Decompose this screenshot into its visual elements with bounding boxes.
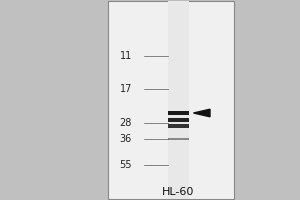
Text: HL-60: HL-60 — [162, 187, 195, 197]
FancyBboxPatch shape — [168, 138, 189, 140]
FancyBboxPatch shape — [168, 118, 189, 122]
Text: 28: 28 — [120, 118, 132, 128]
Text: 17: 17 — [120, 84, 132, 94]
FancyBboxPatch shape — [168, 124, 189, 128]
Text: 11: 11 — [120, 51, 132, 61]
FancyBboxPatch shape — [168, 1, 189, 199]
FancyBboxPatch shape — [108, 1, 234, 199]
FancyBboxPatch shape — [168, 111, 189, 115]
Text: 36: 36 — [120, 134, 132, 144]
Text: 55: 55 — [119, 160, 132, 170]
Polygon shape — [194, 109, 210, 117]
